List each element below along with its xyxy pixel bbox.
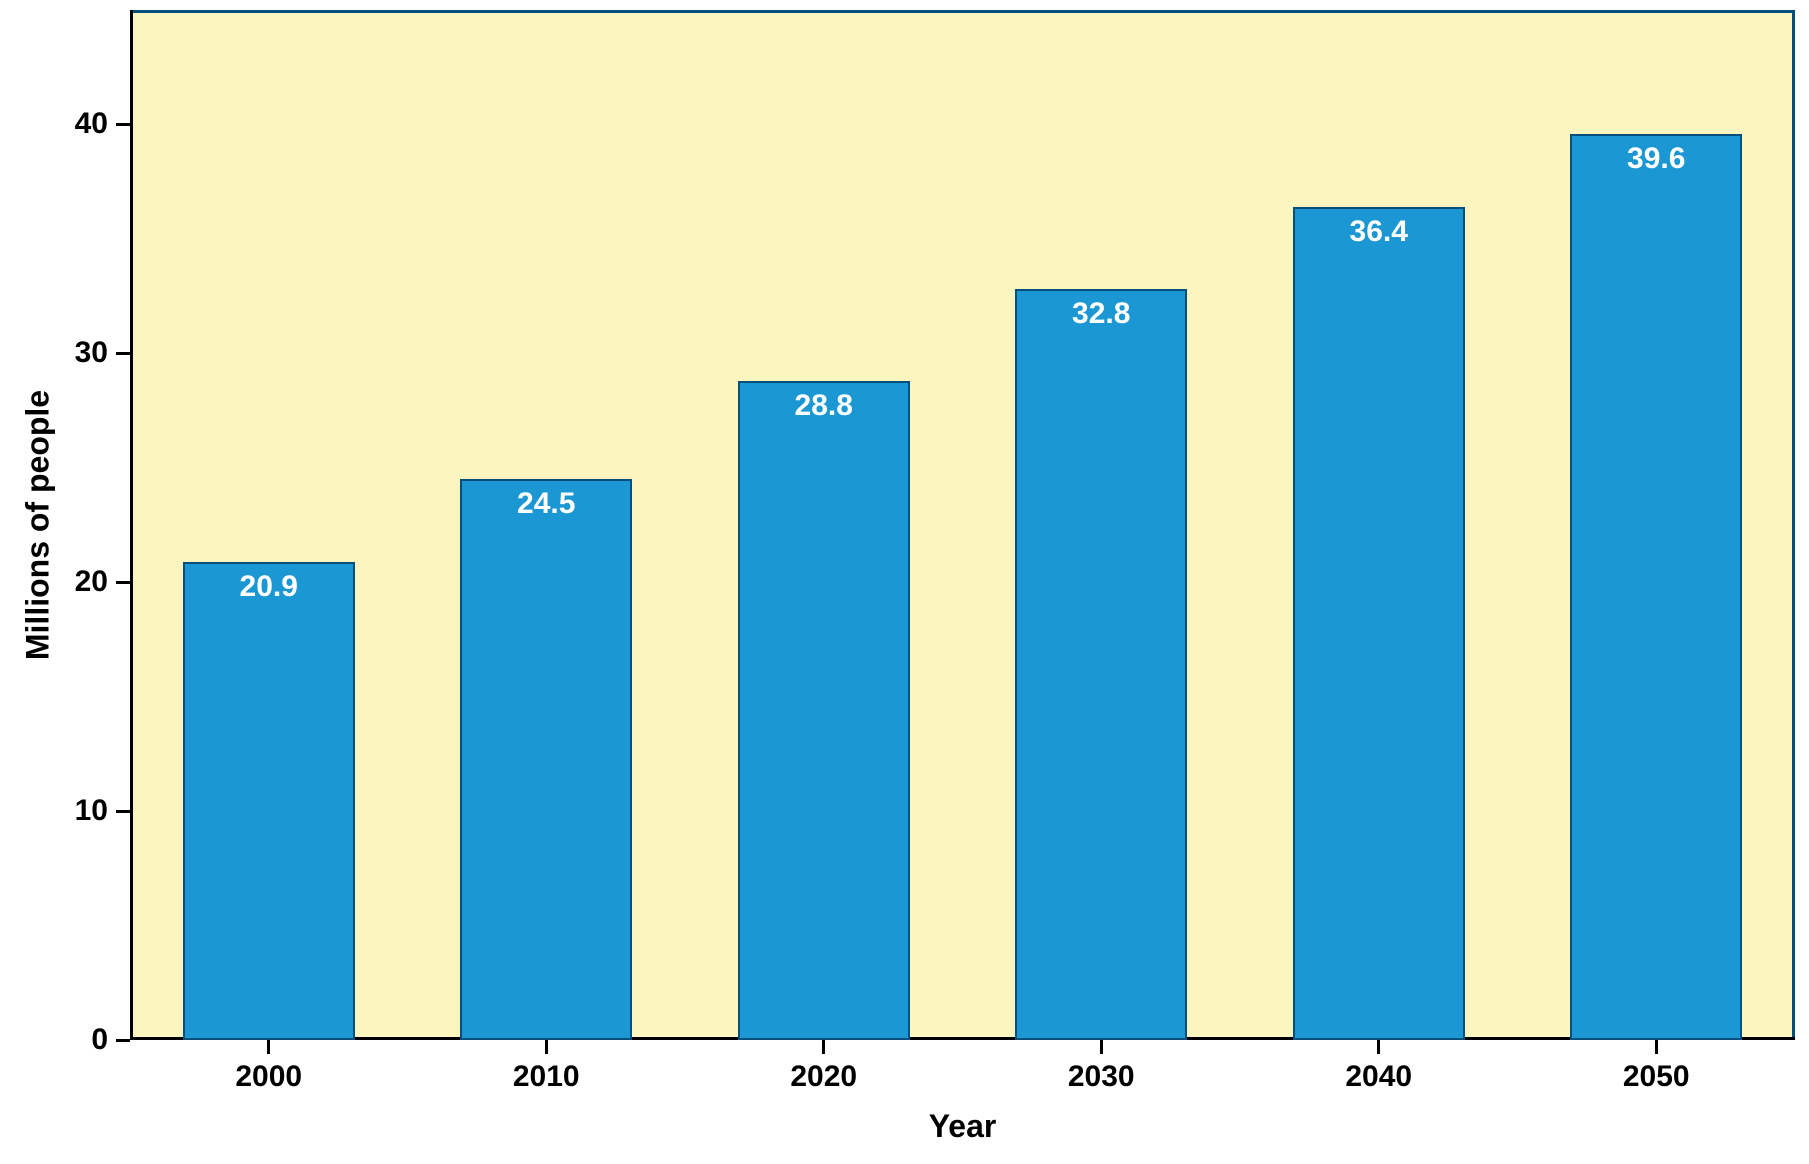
bar-value-label: 36.4	[1350, 215, 1408, 249]
x-tick-label: 2050	[1623, 1060, 1690, 1094]
x-tick	[1655, 1040, 1658, 1054]
bar	[1293, 207, 1465, 1040]
bar-value-label: 39.6	[1627, 142, 1685, 176]
x-tick	[545, 1040, 548, 1054]
y-tick	[116, 123, 130, 126]
x-tick-label: 2030	[1068, 1060, 1135, 1094]
y-axis-title: Millions of people	[20, 390, 57, 660]
y-tick-label: 30	[75, 336, 108, 370]
bar	[1570, 134, 1742, 1040]
x-tick-label: 2010	[513, 1060, 580, 1094]
x-tick	[822, 1040, 825, 1054]
bar	[460, 479, 632, 1040]
bar-value-label: 28.8	[795, 389, 853, 423]
y-tick	[116, 352, 130, 355]
y-tick-label: 40	[75, 107, 108, 141]
bar	[183, 562, 355, 1040]
y-tick-label: 10	[75, 794, 108, 828]
y-tick	[116, 581, 130, 584]
x-tick-label: 2000	[235, 1060, 302, 1094]
x-tick	[1377, 1040, 1380, 1054]
x-tick-label: 2020	[790, 1060, 857, 1094]
x-tick	[1100, 1040, 1103, 1054]
bar-value-label: 20.9	[240, 570, 298, 604]
y-tick-label: 0	[91, 1023, 108, 1057]
x-tick	[267, 1040, 270, 1054]
plot-area	[130, 10, 1795, 1040]
y-axis	[130, 10, 133, 1040]
x-axis-title: Year	[929, 1108, 997, 1145]
y-tick-label: 20	[75, 565, 108, 599]
x-axis	[130, 1037, 1795, 1040]
chart-canvas: 010203040 200020102020203020402050 20.92…	[0, 0, 1809, 1164]
bar-value-label: 24.5	[517, 487, 575, 521]
bar	[738, 381, 910, 1040]
x-tick-label: 2040	[1345, 1060, 1412, 1094]
bar	[1015, 289, 1187, 1040]
y-tick	[116, 1039, 130, 1042]
bar-value-label: 32.8	[1072, 297, 1130, 331]
y-tick	[116, 810, 130, 813]
